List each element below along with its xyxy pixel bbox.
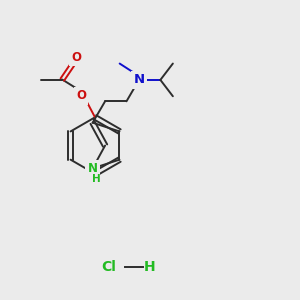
Text: N: N [88, 162, 98, 175]
Text: N: N [134, 74, 145, 86]
Text: H: H [144, 260, 156, 274]
Text: H: H [92, 174, 100, 184]
Text: O: O [71, 51, 81, 64]
Text: Cl: Cl [101, 260, 116, 274]
Text: O: O [76, 89, 86, 102]
